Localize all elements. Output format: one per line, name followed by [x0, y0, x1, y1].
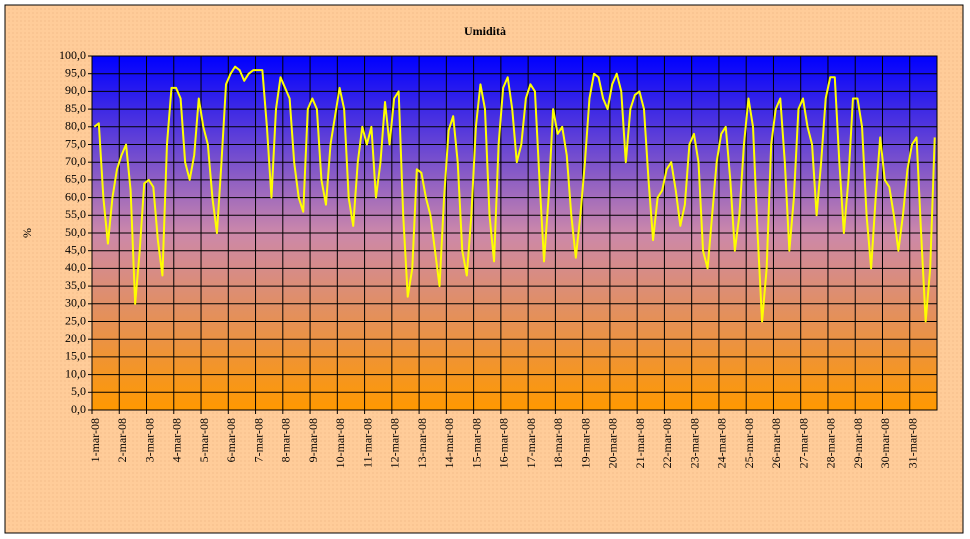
y-tick-label: 85,0	[65, 101, 86, 115]
y-tick-label: 0,0	[71, 402, 86, 416]
x-tick-label: 5-mar-08	[197, 418, 211, 462]
y-tick-label: 70,0	[65, 154, 86, 168]
plot-border	[91, 55, 938, 411]
x-tick-label: 22-mar-08	[660, 418, 674, 468]
x-tick-label: 13-mar-08	[415, 418, 429, 468]
y-tick-label: 90,0	[65, 83, 86, 97]
y-tick-label: 55,0	[65, 207, 86, 221]
x-tick-label: 4-mar-08	[170, 418, 184, 462]
x-tick-label: 15-mar-08	[469, 418, 483, 468]
x-tick-label: 1-mar-08	[88, 418, 102, 462]
x-tick-label: 29-mar-08	[851, 418, 865, 468]
x-tick-label: 28-mar-08	[824, 418, 838, 468]
y-tick-label: 20,0	[65, 331, 86, 345]
x-tick-label: 11-mar-08	[360, 418, 374, 468]
x-tick-label: 8-mar-08	[279, 418, 293, 462]
x-tick-label: 27-mar-08	[796, 418, 810, 468]
y-tick-label: 5,0	[71, 384, 86, 398]
y-tick-label: 35,0	[65, 278, 86, 292]
x-tick-label: 19-mar-08	[578, 418, 592, 468]
y-tick-label: 30,0	[65, 296, 86, 310]
data-line	[93, 65, 936, 323]
y-tick-label: 45,0	[65, 242, 86, 256]
y-tick-label: 10,0	[65, 366, 86, 380]
chart-title: Umidità	[464, 24, 506, 38]
y-tick-label: 25,0	[65, 313, 86, 327]
x-tick-label: 2-mar-08	[115, 418, 129, 462]
y-tick-label: 65,0	[65, 172, 86, 186]
y-tick-label: 95,0	[65, 65, 86, 79]
y-axis-label: %	[20, 228, 34, 238]
x-tick-label: 10-mar-08	[333, 418, 347, 468]
x-tick-label: 7-mar-08	[251, 418, 265, 462]
x-tick-label: 25-mar-08	[742, 418, 756, 468]
x-tick-label: 30-mar-08	[878, 418, 892, 468]
x-tick-label: 14-mar-08	[442, 418, 456, 468]
x-tick-label: 20-mar-08	[606, 418, 620, 468]
y-tick-label: 40,0	[65, 260, 86, 274]
y-tick-label: 60,0	[65, 189, 86, 203]
x-tick-label: 21-mar-08	[633, 418, 647, 468]
x-tick-label: 18-mar-08	[551, 418, 565, 468]
x-tick-label: 17-mar-08	[524, 418, 538, 468]
x-tick-label: 31-mar-08	[905, 418, 919, 468]
x-tick-label: 9-mar-08	[306, 418, 320, 462]
x-tick-label: 16-mar-08	[497, 418, 511, 468]
x-tick-label: 24-mar-08	[715, 418, 729, 468]
x-tick-label: 12-mar-08	[388, 418, 402, 468]
x-tick-label: 6-mar-08	[224, 418, 238, 462]
y-tick-label: 15,0	[65, 349, 86, 363]
y-tick-label: 75,0	[65, 136, 86, 150]
x-tick-label: 23-mar-08	[687, 418, 701, 468]
y-tick-label: 80,0	[65, 119, 86, 133]
x-tick-label: 26-mar-08	[769, 418, 783, 468]
x-tick-label: 3-mar-08	[142, 418, 156, 462]
y-tick-label: 50,0	[65, 225, 86, 239]
y-tick-label: 100,0	[59, 48, 86, 62]
